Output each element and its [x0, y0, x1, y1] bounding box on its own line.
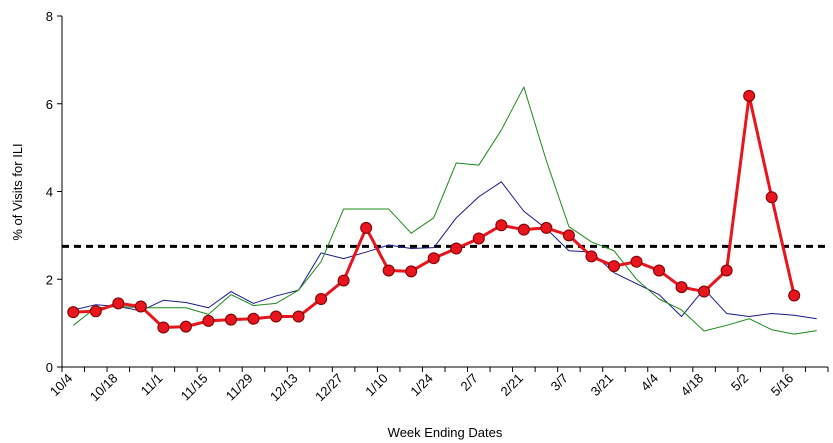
data-point [540, 221, 553, 234]
x-tick-label: 10/18 [87, 371, 121, 405]
data-point [67, 306, 80, 319]
x-tick-label: 12/13 [267, 371, 301, 405]
data-point [585, 250, 598, 263]
x-tick-label: 5/2 [728, 371, 751, 394]
x-tick-label: 11/1 [138, 371, 166, 399]
y-tick-label: 8 [46, 9, 53, 24]
data-point [720, 264, 733, 277]
x-tick-label: 2/21 [497, 371, 526, 400]
x-tick-label: 3/7 [548, 371, 571, 394]
x-tick-label: 12/27 [312, 371, 346, 405]
data-point [675, 281, 688, 294]
x-tick-label: 4/18 [678, 371, 707, 400]
data-point [653, 264, 666, 277]
data-point [788, 289, 801, 302]
data-point [337, 274, 350, 287]
x-tick-label: 5/16 [768, 371, 797, 400]
x-tick-label: 11/15 [178, 371, 211, 404]
data-point [450, 242, 463, 255]
data-point [89, 305, 102, 318]
data-point [607, 260, 620, 273]
data-point [495, 219, 508, 232]
y-tick-label: 2 [46, 272, 53, 287]
data-point [202, 314, 215, 327]
x-tick-label: 11/29 [223, 371, 256, 404]
data-point [517, 223, 530, 236]
series-line [72, 86, 817, 335]
data-point [315, 292, 328, 305]
data-point [270, 310, 283, 323]
data-point [427, 252, 440, 265]
data-point [179, 320, 192, 333]
y-axis-label: % of Visits for ILI [10, 143, 25, 240]
data-point [224, 313, 237, 326]
series-line [73, 94, 796, 330]
y-tick-label: 0 [46, 360, 53, 375]
data-point [698, 285, 711, 298]
x-tick-label: 3/21 [588, 371, 617, 400]
x-tick-label: 2/7 [458, 371, 481, 394]
data-point [765, 191, 778, 204]
x-tick-label: 4/4 [638, 371, 661, 394]
data-point [562, 229, 575, 242]
y-tick-label: 4 [46, 185, 53, 200]
data-point [292, 310, 305, 323]
x-tick-label: 1/10 [362, 371, 391, 400]
data-point [360, 221, 373, 234]
data-point [472, 232, 485, 245]
x-axis-label: Week Ending Dates [388, 425, 503, 440]
data-point [405, 265, 418, 278]
data-point [743, 89, 756, 102]
data-point [382, 264, 395, 277]
data-point [630, 255, 643, 268]
data-point [112, 297, 125, 310]
data-point [247, 312, 260, 325]
series-line [73, 181, 817, 320]
x-tick-label: 1/24 [407, 371, 436, 400]
data-point [134, 300, 147, 313]
data-point [157, 321, 170, 334]
y-tick-label: 6 [46, 97, 53, 112]
